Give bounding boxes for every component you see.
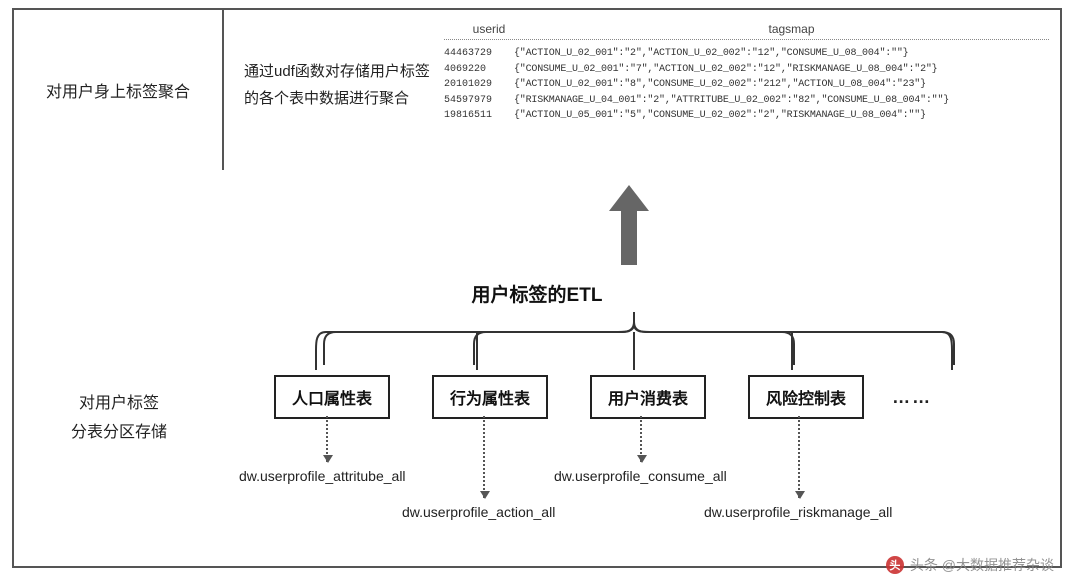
db-label: dw.userprofile_attritube_all <box>239 468 406 484</box>
table-header: userid tagsmap <box>444 22 1049 36</box>
table-row: 4069220 {"CONSUME_U_02_001":"7","ACTION_… <box>444 62 1049 78</box>
desc-line2: 的各个表中数据进行聚合 <box>244 85 444 112</box>
db-label: dw.userprofile_consume_all <box>554 468 727 484</box>
top-label: 对用户身上标签聚合 <box>14 10 224 170</box>
watermark: 头 头条 @大数据推荐杂谈 <box>886 555 1054 575</box>
table-box: 行为属性表 <box>432 375 548 419</box>
table-boxes: 人口属性表 行为属性表 用户消费表 风险控制表 …… <box>274 375 1054 419</box>
table-box: 风险控制表 <box>748 375 864 419</box>
top-desc: 通过udf函数对存储用户标签 的各个表中数据进行聚合 <box>244 58 444 112</box>
arrow-up-icon <box>609 185 649 265</box>
tags-table: userid tagsmap 44463729 {"ACTION_U_02_00… <box>444 22 1049 124</box>
ellipsis: …… <box>892 387 932 408</box>
col-userid: userid <box>444 22 534 36</box>
bottom-label-l1: 对用户标签 <box>34 390 204 419</box>
col-tagsmap: tagsmap <box>534 22 1049 36</box>
table-box: 用户消费表 <box>590 375 706 419</box>
toutiao-logo-icon: 头 <box>886 556 904 574</box>
dotted-arrow-icon <box>798 416 800 498</box>
cell-tagsmap: {"ACTION_U_02_001":"2","ACTION_U_02_002"… <box>514 46 1049 62</box>
diagram-frame: 对用户身上标签聚合 通过udf函数对存储用户标签 的各个表中数据进行聚合 use… <box>12 8 1062 568</box>
table-box: 人口属性表 <box>274 375 390 419</box>
top-label-text: 对用户身上标签聚合 <box>46 78 190 102</box>
cell-userid: 19816511 <box>444 108 514 124</box>
cell-tagsmap: {"RISKMANAGE_U_04_001":"2","ATTRITUBE_U_… <box>514 93 1049 109</box>
cell-userid: 54597979 <box>444 93 514 109</box>
top-section: 对用户身上标签聚合 通过udf函数对存储用户标签 的各个表中数据进行聚合 use… <box>14 10 1060 170</box>
cell-userid: 20101029 <box>444 77 514 93</box>
header-divider <box>444 39 1049 40</box>
dotted-arrow-icon <box>640 416 642 462</box>
cell-userid: 44463729 <box>444 46 514 62</box>
cell-tagsmap: {"ACTION_U_05_001":"5","CONSUME_U_02_002… <box>514 108 1049 124</box>
table-row: 54597979 {"RISKMANAGE_U_04_001":"2","ATT… <box>444 93 1049 109</box>
db-label: dw.userprofile_action_all <box>402 504 555 520</box>
etl-title: 用户标签的ETL <box>14 280 1060 307</box>
watermark-text: 头条 @大数据推荐杂谈 <box>910 555 1054 575</box>
table-row: 19816511 {"ACTION_U_05_001":"5","CONSUME… <box>444 108 1049 124</box>
db-label: dw.userprofile_riskmanage_all <box>704 504 892 520</box>
cell-userid: 4069220 <box>444 62 514 78</box>
cell-tagsmap: {"ACTION_U_02_001":"8","CONSUME_U_02_002… <box>514 77 1049 93</box>
bottom-label-l2: 分表分区存储 <box>34 419 204 448</box>
cell-tagsmap: {"CONSUME_U_02_001":"7","ACTION_U_02_002… <box>514 62 1049 78</box>
table-row: 44463729 {"ACTION_U_02_001":"2","ACTION_… <box>444 46 1049 62</box>
desc-line1: 通过udf函数对存储用户标签 <box>244 58 444 85</box>
brace-connector-icon <box>264 310 1004 372</box>
dotted-arrow-icon <box>326 416 328 462</box>
dotted-arrow-icon <box>483 416 485 498</box>
table-row: 20101029 {"ACTION_U_02_001":"8","CONSUME… <box>444 77 1049 93</box>
bottom-label: 对用户标签 分表分区存储 <box>34 390 204 448</box>
